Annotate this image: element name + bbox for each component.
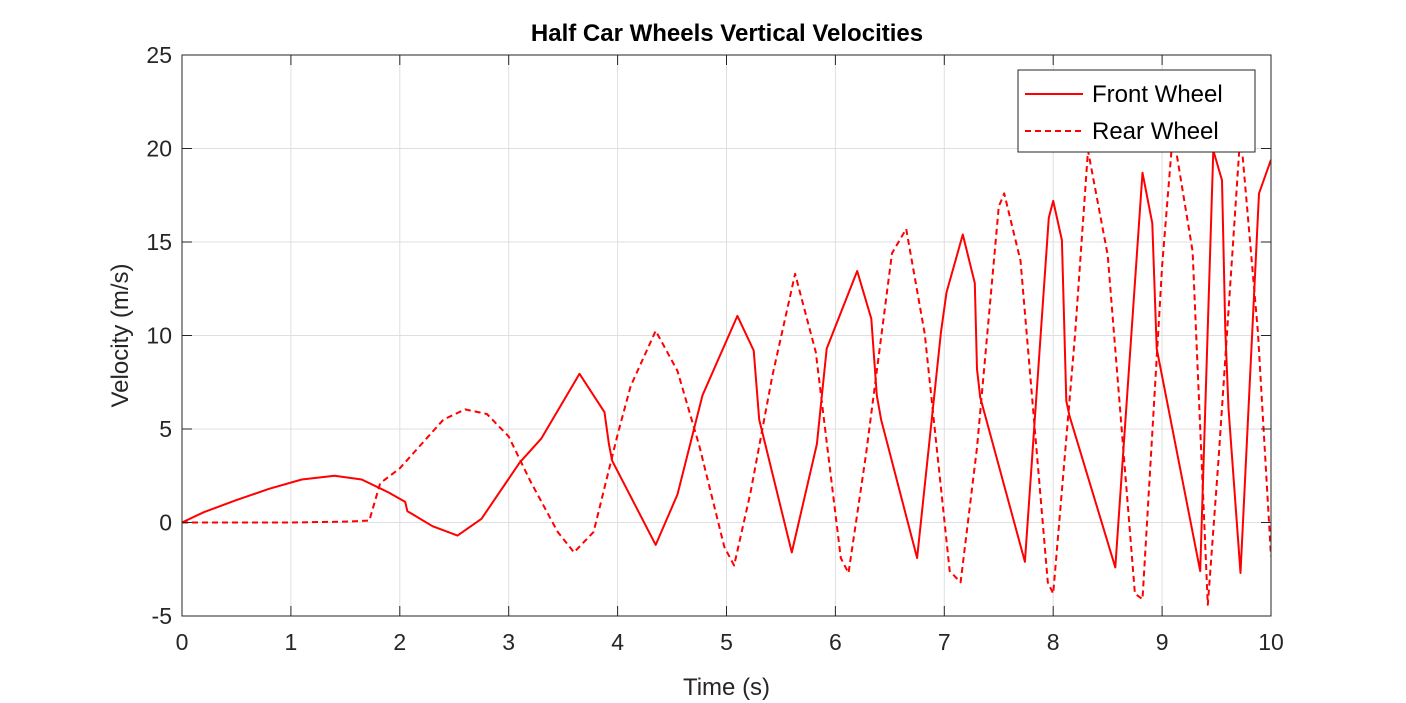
x-tick-label: 9 <box>1156 629 1169 655</box>
legend-label-rear-wheel: Rear Wheel <box>1092 118 1219 145</box>
x-tick-label: 3 <box>502 629 515 655</box>
y-tick-label: 20 <box>146 136 172 162</box>
y-tick-label: 0 <box>159 510 172 536</box>
legend: Front Wheel Rear Wheel <box>1017 69 1256 153</box>
y-tick-label: -5 <box>152 603 172 629</box>
plot-lines <box>182 130 1271 606</box>
legend-box <box>1017 69 1256 153</box>
x-tick-label: 7 <box>938 629 951 655</box>
y-axis-label: Velocity (m/s) <box>107 263 134 407</box>
y-tick-label: 25 <box>146 42 172 68</box>
y-tick-label: 5 <box>159 416 172 442</box>
x-tick-label: 1 <box>285 629 298 655</box>
series-line-front-wheel <box>182 149 1271 574</box>
x-tick-label: 2 <box>393 629 406 655</box>
x-tick-label: 5 <box>720 629 733 655</box>
legend-label-front-wheel: Front Wheel <box>1092 81 1223 108</box>
x-tick-label: 10 <box>1258 629 1284 655</box>
chart-title: Half Car Wheels Vertical Velocities <box>531 20 923 47</box>
x-tick-label: 8 <box>1047 629 1060 655</box>
x-tick-label: 4 <box>611 629 624 655</box>
x-tick-label: 0 <box>176 629 189 655</box>
y-tick-label: 15 <box>146 229 172 255</box>
x-tick-label: 6 <box>829 629 842 655</box>
x-axis-label: Time (s) <box>683 674 770 701</box>
y-tick-label: 10 <box>146 323 172 349</box>
